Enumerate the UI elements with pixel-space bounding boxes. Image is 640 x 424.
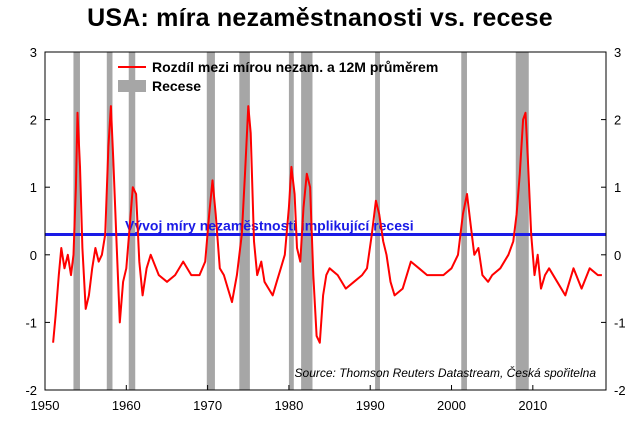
recession-band-8 — [461, 52, 467, 390]
recession-band-9 — [515, 52, 529, 390]
plot-frame — [44, 51, 607, 391]
x-axis: 1950 1960 1970 1980 1990 2000 2010 — [31, 385, 547, 413]
y-tick-label-left: -1 — [25, 315, 37, 330]
legend-series-label: Rozdíl mezi mírou nezam. a 12M průměrem — [152, 59, 438, 75]
series-layer — [52, 105, 602, 344]
legend: Rozdíl mezi mírou nezam. a 12M průměrem … — [118, 59, 438, 94]
legend-recession-label: Recese — [152, 78, 201, 94]
series-line-0 — [52, 105, 602, 344]
recession-band-4 — [239, 52, 250, 390]
x-tick-label: 1950 — [31, 398, 60, 413]
y-tick-label-left: 3 — [30, 45, 37, 60]
y-tick-label-right: 3 — [614, 45, 621, 60]
y-axis-right: -2 -1 0 1 2 3 — [601, 45, 626, 398]
x-tick-label: 2010 — [518, 398, 547, 413]
y-tick-label-left: 2 — [30, 113, 37, 128]
y-tick-label-left: 0 — [30, 248, 37, 263]
x-tick-label: 1990 — [356, 398, 385, 413]
legend-recession-swatch — [118, 80, 146, 92]
x-tick-label: 1960 — [112, 398, 141, 413]
recession-band-7 — [375, 52, 380, 390]
recession-bands — [73, 52, 529, 390]
y-tick-label-right: 1 — [614, 180, 621, 195]
y-tick-label-right: -1 — [614, 315, 626, 330]
y-tick-label-right: 0 — [614, 248, 621, 263]
x-tick-label: 1980 — [274, 398, 303, 413]
recession-band-0 — [73, 52, 80, 390]
source-note: Source: Thomson Reuters Datastream, Česk… — [295, 365, 597, 380]
recession-band-3 — [206, 52, 215, 390]
recession-band-5 — [288, 52, 294, 390]
chart-title: USA: míra nezaměstnanosti vs. recese — [87, 4, 553, 32]
y-tick-label-right: 2 — [614, 113, 621, 128]
x-tick-label: 1970 — [193, 398, 222, 413]
threshold-label: Vývoj míry nezaměstnosti implikující rec… — [125, 218, 414, 234]
y-tick-label-left: 1 — [30, 180, 37, 195]
recession-band-1 — [106, 52, 113, 390]
y-tick-label-left: -2 — [25, 383, 37, 398]
y-tick-label-right: -2 — [614, 383, 626, 398]
y-axis-left: -2 -1 0 1 2 3 — [25, 45, 50, 398]
x-tick-label: 2000 — [437, 398, 466, 413]
recession-band-6 — [301, 52, 313, 390]
recession-band-2 — [128, 52, 136, 390]
